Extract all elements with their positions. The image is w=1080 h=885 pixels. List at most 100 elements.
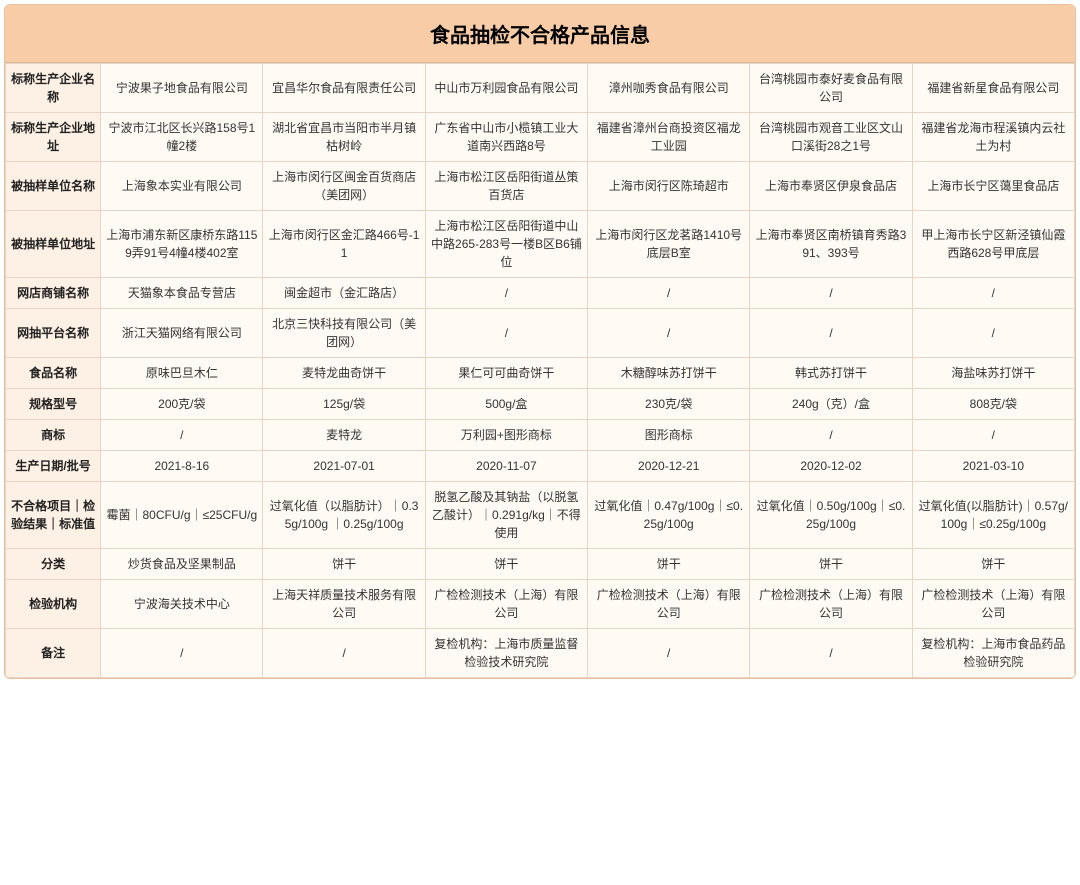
table-cell: 2021-03-10 — [912, 451, 1074, 482]
table-cell: 广检检测技术（上海）有限公司 — [912, 580, 1074, 629]
table-cell: / — [425, 309, 587, 358]
table-cell: 上海市长宁区蔼里食品店 — [912, 162, 1074, 211]
table-cell: 海盐味苏打饼干 — [912, 358, 1074, 389]
table-cell: 图形商标 — [588, 420, 750, 451]
table-cell: / — [101, 420, 263, 451]
table-cell: / — [588, 278, 750, 309]
table-cell: 240g（克）/盒 — [750, 389, 912, 420]
table-cell: / — [750, 278, 912, 309]
table-row: 食品名称原味巴旦木仁麦特龙曲奇饼干果仁可可曲奇饼干木糖醇味苏打饼干韩式苏打饼干海… — [6, 358, 1075, 389]
table-cell: / — [912, 278, 1074, 309]
table-cell: 木糖醇味苏打饼干 — [588, 358, 750, 389]
table-cell: 北京三快科技有限公司（美团网） — [263, 309, 425, 358]
table-cell: 宁波海关技术中心 — [101, 580, 263, 629]
table-cell: 广东省中山市小榄镇工业大道南兴西路8号 — [425, 113, 587, 162]
table-cell: / — [101, 629, 263, 678]
table-cell: 2020-11-07 — [425, 451, 587, 482]
table-cell: 饼干 — [912, 549, 1074, 580]
row-header: 备注 — [6, 629, 101, 678]
table-cell: 上海市浦东新区康桥东路1159弄91号4幢4楼402室 — [101, 211, 263, 278]
row-header: 被抽样单位名称 — [6, 162, 101, 211]
row-header: 网店商铺名称 — [6, 278, 101, 309]
table-cell: 上海市奉贤区伊泉食品店 — [750, 162, 912, 211]
row-header: 检验机构 — [6, 580, 101, 629]
table-cell: 果仁可可曲奇饼干 — [425, 358, 587, 389]
table-cell: / — [425, 278, 587, 309]
table-container: 食品抽检不合格产品信息 标称生产企业名称宁波果子地食品有限公司宜昌华尔食品有限责… — [4, 4, 1076, 679]
row-header: 不合格项目｜检验结果｜标准值 — [6, 482, 101, 549]
row-header: 生产日期/批号 — [6, 451, 101, 482]
table-row: 规格型号200克/袋125g/袋500g/盒230克/袋240g（克）/盒808… — [6, 389, 1075, 420]
row-header: 标称生产企业名称 — [6, 64, 101, 113]
table-cell: 韩式苏打饼干 — [750, 358, 912, 389]
table-cell: 霉菌｜80CFU/g｜≤25CFU/g — [101, 482, 263, 549]
table-cell: 上海市奉贤区南桥镇育秀路391、393号 — [750, 211, 912, 278]
table-cell: 台湾桃园市观音工业区文山口溪街28之1号 — [750, 113, 912, 162]
data-table: 标称生产企业名称宁波果子地食品有限公司宜昌华尔食品有限责任公司中山市万利园食品有… — [5, 63, 1075, 678]
table-cell: 闽金超市（金汇路店） — [263, 278, 425, 309]
table-cell: 2021-07-01 — [263, 451, 425, 482]
table-row: 检验机构宁波海关技术中心上海天祥质量技术服务有限公司广检检测技术（上海）有限公司… — [6, 580, 1075, 629]
table-cell: 宜昌华尔食品有限责任公司 — [263, 64, 425, 113]
table-cell: / — [912, 420, 1074, 451]
row-header: 标称生产企业地址 — [6, 113, 101, 162]
table-row: 网店商铺名称天猫象本食品专营店闽金超市（金汇路店）//// — [6, 278, 1075, 309]
table-row: 商标/麦特龙万利园+图形商标图形商标// — [6, 420, 1075, 451]
table-row: 标称生产企业名称宁波果子地食品有限公司宜昌华尔食品有限责任公司中山市万利园食品有… — [6, 64, 1075, 113]
table-cell: 饼干 — [425, 549, 587, 580]
table-row: 被抽样单位名称上海象本实业有限公司上海市闵行区闽金百货商店（美团网）上海市松江区… — [6, 162, 1075, 211]
table-row: 网抽平台名称浙江天猫网络有限公司北京三快科技有限公司（美团网）//// — [6, 309, 1075, 358]
table-cell: 230克/袋 — [588, 389, 750, 420]
table-cell: 过氧化值（以脂肪计）｜0.35g/100g ｜0.25g/100g — [263, 482, 425, 549]
table-cell: 饼干 — [750, 549, 912, 580]
table-cell: 漳州咖秀食品有限公司 — [588, 64, 750, 113]
table-cell: 500g/盒 — [425, 389, 587, 420]
table-cell: 万利园+图形商标 — [425, 420, 587, 451]
table-row: 备注//复检机构：上海市质量监督检验技术研究院//复检机构：上海市食品药品检验研… — [6, 629, 1075, 678]
table-cell: 浙江天猫网络有限公司 — [101, 309, 263, 358]
table-cell: 上海象本实业有限公司 — [101, 162, 263, 211]
table-cell: 上海市闵行区陈琦超市 — [588, 162, 750, 211]
table-cell: 福建省新星食品有限公司 — [912, 64, 1074, 113]
table-cell: 原味巴旦木仁 — [101, 358, 263, 389]
table-cell: 湖北省宜昌市当阳市半月镇枯树岭 — [263, 113, 425, 162]
table-cell: 上海市松江区岳阳街道中山中路265-283号一楼B区B6铺位 — [425, 211, 587, 278]
table-cell: 2020-12-02 — [750, 451, 912, 482]
table-cell: 200克/袋 — [101, 389, 263, 420]
table-cell: 麦特龙曲奇饼干 — [263, 358, 425, 389]
row-header: 食品名称 — [6, 358, 101, 389]
table-cell: / — [750, 629, 912, 678]
table-row: 不合格项目｜检验结果｜标准值霉菌｜80CFU/g｜≤25CFU/g过氧化值（以脂… — [6, 482, 1075, 549]
table-cell: 中山市万利园食品有限公司 — [425, 64, 587, 113]
table-cell: 福建省漳州台商投资区福龙工业园 — [588, 113, 750, 162]
table-cell: / — [588, 309, 750, 358]
table-cell: 2021-8-16 — [101, 451, 263, 482]
table-cell: / — [588, 629, 750, 678]
table-cell: 广检检测技术（上海）有限公司 — [425, 580, 587, 629]
table-cell: 天猫象本食品专营店 — [101, 278, 263, 309]
table-cell: 过氧化值｜0.50g/100g｜≤0.25g/100g — [750, 482, 912, 549]
table-cell: / — [263, 629, 425, 678]
table-cell: 复检机构：上海市食品药品检验研究院 — [912, 629, 1074, 678]
table-title: 食品抽检不合格产品信息 — [5, 5, 1075, 63]
row-header: 网抽平台名称 — [6, 309, 101, 358]
table-cell: 2020-12-21 — [588, 451, 750, 482]
table-cell: 808克/袋 — [912, 389, 1074, 420]
table-cell: 脱氢乙酸及其钠盐（以脱氢乙酸计）｜0.291g/kg｜不得使用 — [425, 482, 587, 549]
table-row: 被抽样单位地址上海市浦东新区康桥东路1159弄91号4幢4楼402室上海市闵行区… — [6, 211, 1075, 278]
table-cell: 过氧化值｜0.47g/100g｜≤0.25g/100g — [588, 482, 750, 549]
row-header: 规格型号 — [6, 389, 101, 420]
table-cell: 广检检测技术（上海）有限公司 — [750, 580, 912, 629]
table-cell: / — [750, 309, 912, 358]
table-cell: 广检检测技术（上海）有限公司 — [588, 580, 750, 629]
table-cell: 上海市闵行区金汇路466号-11 — [263, 211, 425, 278]
table-cell: 上海市松江区岳阳街道丛策百货店 — [425, 162, 587, 211]
table-cell: 饼干 — [263, 549, 425, 580]
table-cell: 甲上海市长宁区新泾镇仙霞西路628号甲底层 — [912, 211, 1074, 278]
table-cell: 宁波果子地食品有限公司 — [101, 64, 263, 113]
table-cell: 宁波市江北区长兴路158号1幢2楼 — [101, 113, 263, 162]
table-cell: 饼干 — [588, 549, 750, 580]
row-header: 被抽样单位地址 — [6, 211, 101, 278]
table-cell: 复检机构：上海市质量监督检验技术研究院 — [425, 629, 587, 678]
table-cell: 125g/袋 — [263, 389, 425, 420]
